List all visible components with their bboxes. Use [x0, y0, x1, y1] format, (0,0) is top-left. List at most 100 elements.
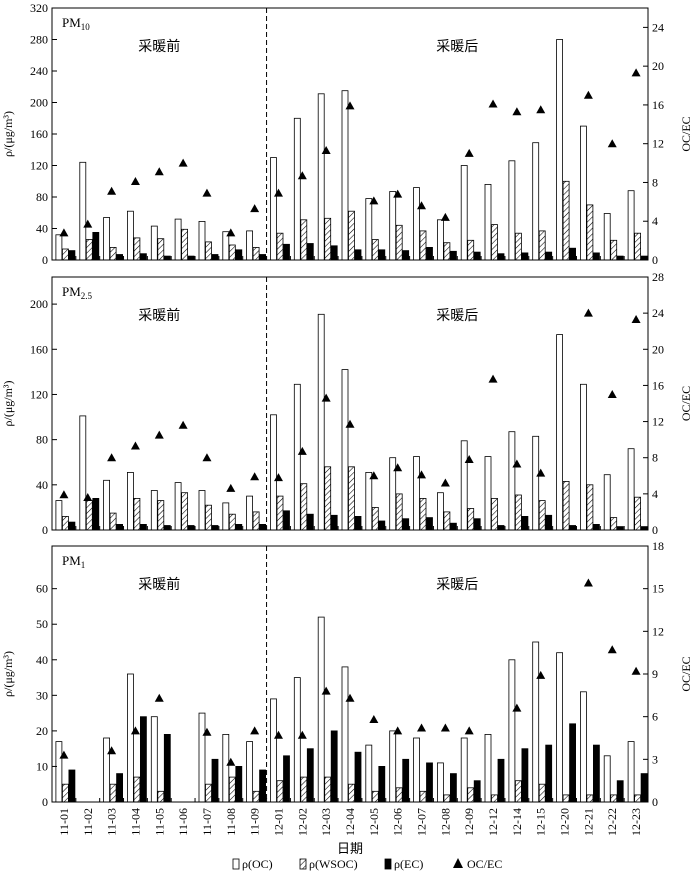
ratio-marker — [154, 430, 164, 439]
y2-tick-label: 15 — [652, 582, 664, 596]
ratio-marker — [464, 726, 474, 735]
ratio-marker — [154, 693, 164, 702]
bar-wsoc — [395, 787, 403, 803]
bar-wsoc — [419, 230, 427, 261]
bar-ec — [163, 525, 171, 531]
bar-oc — [174, 218, 182, 261]
bar-oc — [55, 234, 63, 261]
ratio-marker — [202, 453, 212, 462]
bar-ec — [330, 514, 338, 531]
bar-ec — [640, 773, 648, 803]
x-tick-label: 11-03 — [105, 808, 119, 836]
y2-axis-title: OC/EC — [679, 656, 693, 691]
bar-oc — [460, 440, 468, 531]
ratio-marker — [631, 68, 641, 77]
bar-wsoc — [634, 794, 641, 803]
ratio-marker — [440, 723, 450, 732]
y2-tick-label: 0 — [652, 523, 658, 537]
x-tick-label: 12-15 — [534, 808, 548, 836]
ratio-marker — [202, 727, 212, 736]
ratio-marker — [130, 726, 140, 735]
y-tick-label: 120 — [30, 159, 48, 173]
bar-oc — [532, 142, 540, 261]
bar-oc — [603, 755, 611, 803]
y-tick-label: 160 — [30, 342, 48, 356]
bar-ec — [640, 255, 648, 261]
bar-wsoc — [252, 790, 260, 803]
ratio-marker — [107, 746, 117, 755]
bar-ec — [449, 522, 457, 531]
legend-label-ec: ρ(EC) — [394, 857, 423, 871]
ratio-marker — [130, 177, 140, 185]
ratio-marker — [369, 196, 379, 205]
x-tick-label: 11-07 — [200, 808, 214, 836]
bar-ec — [283, 243, 290, 261]
bar-ec — [211, 525, 219, 531]
y-tick-label: 240 — [30, 64, 48, 78]
y-tick-label: 0 — [42, 523, 48, 537]
bar-ec — [211, 758, 219, 803]
y-tick-label: 120 — [30, 387, 48, 401]
bar-oc — [484, 183, 492, 261]
y-tick-label: 80 — [36, 190, 48, 204]
ratio-marker — [440, 478, 450, 487]
bar-ec — [163, 255, 171, 261]
ratio-marker — [226, 483, 236, 492]
bar-ec — [68, 521, 76, 531]
ratio-marker — [464, 148, 474, 157]
bar-ec — [116, 773, 123, 803]
y2-axis-title: OC/EC — [679, 386, 693, 421]
y-axis-title: ρ/(μg/m³) — [1, 380, 15, 426]
bar-oc — [627, 448, 635, 531]
bar-oc — [484, 734, 492, 803]
bar-ec — [235, 766, 243, 803]
ratio-marker — [631, 315, 641, 323]
y2-tick-label: 4 — [652, 214, 658, 228]
bar-ec — [330, 730, 338, 803]
bar-wsoc — [538, 783, 546, 803]
ratio-marker — [488, 374, 498, 383]
bar-wsoc — [610, 239, 618, 261]
bar-wsoc — [395, 493, 403, 531]
ratio-marker — [536, 670, 546, 679]
y-tick-label: 80 — [36, 433, 48, 447]
bar-wsoc — [491, 224, 498, 261]
ratio-marker — [178, 158, 188, 167]
bar-oc — [246, 495, 254, 531]
bar-wsoc — [109, 246, 117, 261]
y2-tick-label: 3 — [652, 752, 658, 766]
ratio-marker — [226, 228, 236, 237]
x-tick-label: 12-21 — [581, 808, 595, 836]
bar-ec — [640, 526, 648, 531]
bar-wsoc — [205, 241, 212, 261]
bar-wsoc — [252, 246, 260, 261]
bar-wsoc — [228, 513, 236, 531]
bar-wsoc — [157, 500, 165, 531]
ratio-marker — [417, 470, 427, 479]
y2-tick-label: 16 — [652, 378, 664, 392]
bar-wsoc — [157, 238, 165, 261]
x-tick-label: 12-09 — [462, 808, 476, 836]
bar-wsoc — [610, 794, 618, 803]
period-label-before: 采暖前 — [138, 38, 180, 55]
bar-wsoc — [371, 790, 379, 803]
bar-wsoc — [62, 248, 69, 261]
bar-oc — [270, 698, 277, 803]
bar-ec — [569, 247, 576, 261]
bar-ec — [211, 254, 219, 261]
ratio-marker — [321, 393, 331, 402]
bar-wsoc — [300, 219, 308, 261]
bar-ec — [354, 516, 362, 531]
bar-oc — [365, 198, 373, 261]
bar-ec — [283, 755, 290, 803]
y-tick-label: 160 — [30, 127, 48, 141]
bar-wsoc — [515, 494, 522, 531]
bar-oc — [270, 157, 277, 261]
bar-wsoc — [205, 504, 212, 531]
bar-wsoc — [538, 230, 546, 261]
bar-ec — [330, 245, 338, 261]
ratio-marker — [512, 459, 522, 468]
bar-wsoc — [324, 776, 332, 803]
bar-ec — [402, 758, 410, 803]
x-tick-label: 12-03 — [319, 808, 333, 836]
